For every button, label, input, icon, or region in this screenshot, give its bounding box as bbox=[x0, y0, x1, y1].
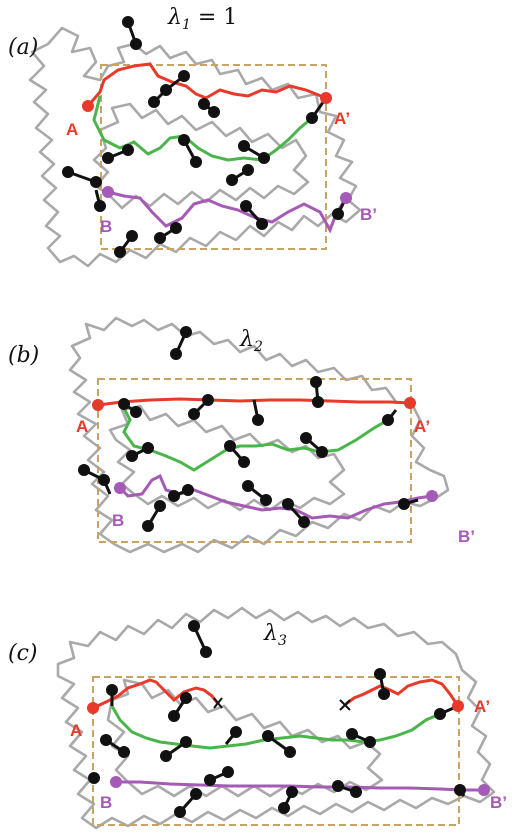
green-path bbox=[120, 403, 389, 472]
label-A: A bbox=[66, 120, 78, 139]
label-B-prime: B’ bbox=[360, 205, 377, 224]
background-chain bbox=[56, 606, 496, 830]
endpoint-B-prime bbox=[478, 784, 490, 796]
dashed-box bbox=[97, 378, 412, 543]
label-A: A bbox=[76, 417, 88, 436]
red-path-left bbox=[92, 678, 220, 710]
purple-path bbox=[118, 473, 433, 520]
dashed-box bbox=[100, 64, 327, 250]
label-A-prime: A’ bbox=[414, 417, 430, 436]
purple-path bbox=[107, 190, 348, 234]
endpoint-B bbox=[110, 776, 122, 788]
label-B: B bbox=[100, 793, 112, 812]
panel-tag: (a) bbox=[8, 35, 38, 60]
black-dimers bbox=[88, 620, 466, 818]
endpoint-A-prime bbox=[320, 92, 332, 104]
background-chain-inner bbox=[106, 678, 384, 798]
panel-c: (c) λ3 A A’ B B’ bbox=[8, 606, 507, 830]
endpoint-A bbox=[92, 399, 104, 411]
lambda-label: λ2 bbox=[239, 327, 263, 355]
lambda-label: λ1 = 1 bbox=[167, 5, 237, 33]
panel-b: (b) λ2 A A’ B B’ bbox=[8, 316, 475, 554]
endpoint-A-prime bbox=[404, 397, 416, 409]
red-path-right bbox=[345, 678, 460, 707]
purple-path bbox=[116, 780, 484, 792]
endpoint-A-prime bbox=[452, 700, 464, 712]
background-chain-inner bbox=[92, 102, 310, 210]
background-chain bbox=[68, 316, 450, 554]
endpoint-B bbox=[114, 482, 126, 494]
panel-tag: (b) bbox=[8, 343, 39, 368]
green-path bbox=[92, 95, 313, 162]
dashed-box bbox=[92, 676, 460, 826]
endpoint-A bbox=[87, 702, 99, 714]
lambda-label: λ3 bbox=[263, 621, 287, 649]
black-dimers bbox=[62, 16, 348, 258]
label-B: B bbox=[100, 217, 112, 236]
background-chain-inner bbox=[108, 404, 346, 512]
endpoint-B-prime bbox=[426, 490, 438, 502]
panel-tag: (c) bbox=[8, 641, 38, 666]
panel-a: (a) λ1 = 1 A A’ B B’ bbox=[8, 5, 377, 268]
label-A: A bbox=[70, 721, 82, 740]
endpoint-B bbox=[102, 186, 114, 198]
label-B-prime: B’ bbox=[458, 527, 475, 546]
label-A-prime: A’ bbox=[474, 697, 490, 716]
cut-markers bbox=[213, 697, 351, 711]
background-chain bbox=[28, 26, 362, 268]
black-dimers bbox=[78, 326, 419, 532]
endpoint-A bbox=[82, 100, 94, 112]
label-A-prime: A’ bbox=[334, 109, 350, 128]
label-B: B bbox=[112, 511, 124, 530]
red-path bbox=[86, 62, 327, 107]
endpoint-B-prime bbox=[340, 192, 352, 204]
label-B-prime: B’ bbox=[490, 793, 507, 812]
